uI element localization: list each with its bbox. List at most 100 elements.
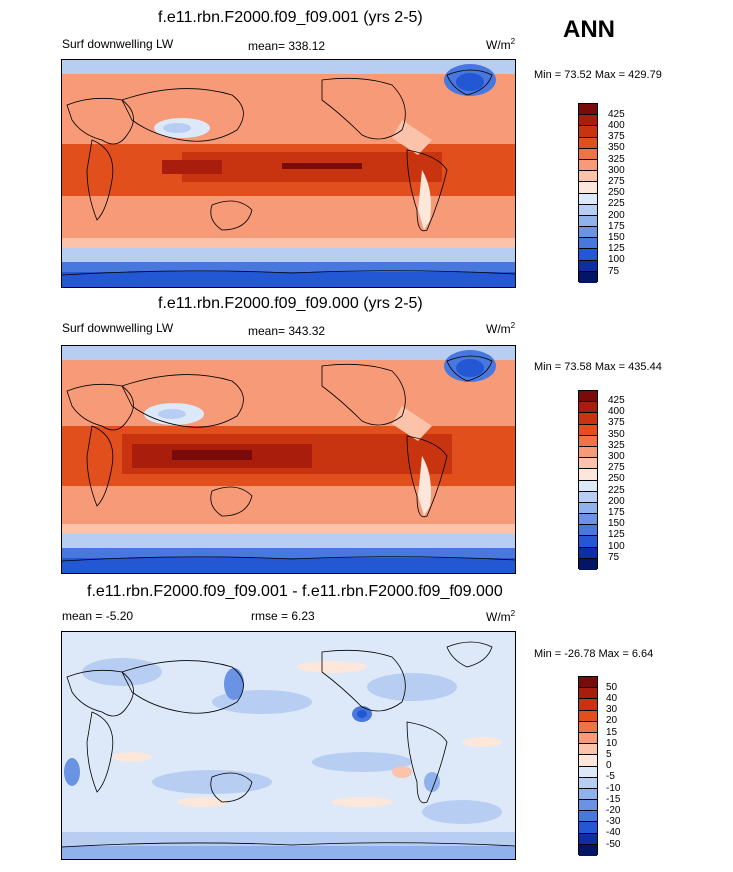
- panel-1-minmax: Min = 73.52 Max = 429.79: [534, 69, 662, 81]
- colorbar-swatch: [579, 413, 597, 425]
- panel-2-map: [61, 345, 516, 574]
- panel-1-units: W/m2: [486, 37, 516, 52]
- colorbar-label: 75: [608, 266, 620, 277]
- colorbar-swatch: [579, 480, 597, 492]
- colorbar-label: 250: [608, 473, 625, 484]
- colorbar-label: 40: [606, 693, 618, 704]
- colorbar-swatch: [579, 844, 597, 856]
- colorbar-label: 150: [608, 518, 625, 529]
- panel-3-colorbar: [578, 676, 598, 856]
- colorbar-swatch: [579, 227, 597, 239]
- panel-3-map: [61, 631, 516, 860]
- colorbar-label: 175: [608, 507, 625, 518]
- colorbar-swatch: [579, 721, 597, 733]
- colorbar-label: 75: [608, 552, 620, 563]
- colorbar-label: -15: [606, 794, 621, 805]
- colorbar-swatch: [579, 446, 597, 459]
- colorbar-swatch: [579, 215, 597, 228]
- colorbar-label: 100: [608, 254, 625, 265]
- panel-3-minmax: Min = -26.78 Max = 6.64: [534, 648, 654, 660]
- colorbar-swatch: [579, 491, 597, 503]
- colorbar-swatch: [579, 777, 597, 789]
- colorbar-label: 250: [608, 187, 625, 198]
- colorbar-label: 300: [608, 451, 625, 462]
- colorbar-label: 200: [608, 496, 625, 507]
- colorbar-swatch: [579, 271, 597, 283]
- panel-2-minmax: Min = 73.58 Max = 435.44: [534, 361, 662, 373]
- colorbar-swatch: [579, 811, 597, 823]
- panel-3-rmse-label: rmse = 6.23: [251, 609, 315, 623]
- colorbar-swatch: [579, 514, 597, 526]
- colorbar-label: 20: [606, 715, 618, 726]
- colorbar-label: 30: [606, 704, 618, 715]
- colorbar-swatch: [579, 260, 597, 272]
- colorbar-label: 300: [608, 165, 625, 176]
- colorbar-swatch: [579, 104, 597, 116]
- panel-1-colorbar: [578, 103, 598, 283]
- colorbar-label: -10: [606, 783, 621, 794]
- colorbar-swatch: [579, 677, 597, 689]
- panel-1-mean-label: mean= 338.12: [248, 39, 326, 53]
- colorbar-label: -30: [606, 816, 621, 827]
- colorbar-swatch: [579, 833, 597, 845]
- colorbar-label: 425: [608, 395, 625, 406]
- colorbar-label: -40: [606, 827, 621, 838]
- colorbar-swatch: [579, 558, 597, 570]
- colorbar-swatch: [579, 732, 597, 745]
- colorbar-swatch: [579, 391, 597, 403]
- colorbar-label: 125: [608, 529, 625, 540]
- colorbar-label: 5: [606, 749, 612, 760]
- colorbar-label: -20: [606, 805, 621, 816]
- colorbar-swatch: [579, 148, 597, 160]
- colorbar-swatch: [579, 458, 597, 470]
- colorbar-label: 100: [608, 541, 625, 552]
- colorbar-swatch: [579, 137, 597, 149]
- panel-2-units: W/m2: [486, 321, 516, 336]
- colorbar-label: 0: [606, 760, 612, 771]
- colorbar-swatch: [579, 469, 597, 481]
- colorbar-label: 275: [608, 462, 625, 473]
- colorbar-swatch: [579, 502, 597, 515]
- colorbar-swatch: [579, 182, 597, 194]
- colorbar-label: 225: [608, 198, 625, 209]
- colorbar-swatch: [579, 193, 597, 205]
- colorbar-swatch: [579, 249, 597, 261]
- panel-2-colorbar: [578, 390, 598, 570]
- colorbar-label: 50: [606, 682, 618, 693]
- colorbar-label: -5: [606, 771, 615, 782]
- colorbar-swatch: [579, 688, 597, 700]
- colorbar-swatch: [579, 126, 597, 138]
- colorbar-label: 400: [608, 406, 625, 417]
- colorbar-swatch: [579, 238, 597, 250]
- colorbar-label: 400: [608, 120, 625, 131]
- colorbar-label: 350: [608, 142, 625, 153]
- colorbar-label: 375: [608, 417, 625, 428]
- colorbar-swatch: [579, 822, 597, 834]
- colorbar-swatch: [579, 402, 597, 414]
- panel-2-title: f.e11.rbn.F2000.f09_f09.000 (yrs 2-5): [158, 295, 423, 312]
- season-label: ANN: [563, 16, 615, 43]
- colorbar-label: 375: [608, 131, 625, 142]
- colorbar-swatch: [579, 788, 597, 801]
- colorbar-swatch: [579, 699, 597, 711]
- colorbar-label: 350: [608, 429, 625, 440]
- colorbar-swatch: [579, 115, 597, 127]
- colorbar-swatch: [579, 171, 597, 183]
- panel-3-units: W/m2: [486, 609, 516, 624]
- colorbar-swatch: [579, 800, 597, 812]
- panel-1-map: [61, 59, 516, 288]
- colorbar-label: 225: [608, 485, 625, 496]
- colorbar-swatch: [579, 159, 597, 172]
- colorbar-label: 425: [608, 109, 625, 120]
- panel-2-mean-label: mean= 343.32: [248, 324, 326, 338]
- colorbar-label: 325: [608, 440, 625, 451]
- panel-1-variable-label: Surf downwelling LW: [62, 37, 174, 51]
- colorbar-label: -50: [606, 839, 621, 850]
- colorbar-label: 200: [608, 210, 625, 221]
- colorbar-swatch: [579, 204, 597, 216]
- colorbar-label: 15: [606, 727, 618, 738]
- colorbar-label: 175: [608, 221, 625, 232]
- colorbar-swatch: [579, 435, 597, 447]
- colorbar-swatch: [579, 547, 597, 559]
- panel-1-title: f.e11.rbn.F2000.f09_f09.001 (yrs 2-5): [158, 9, 423, 26]
